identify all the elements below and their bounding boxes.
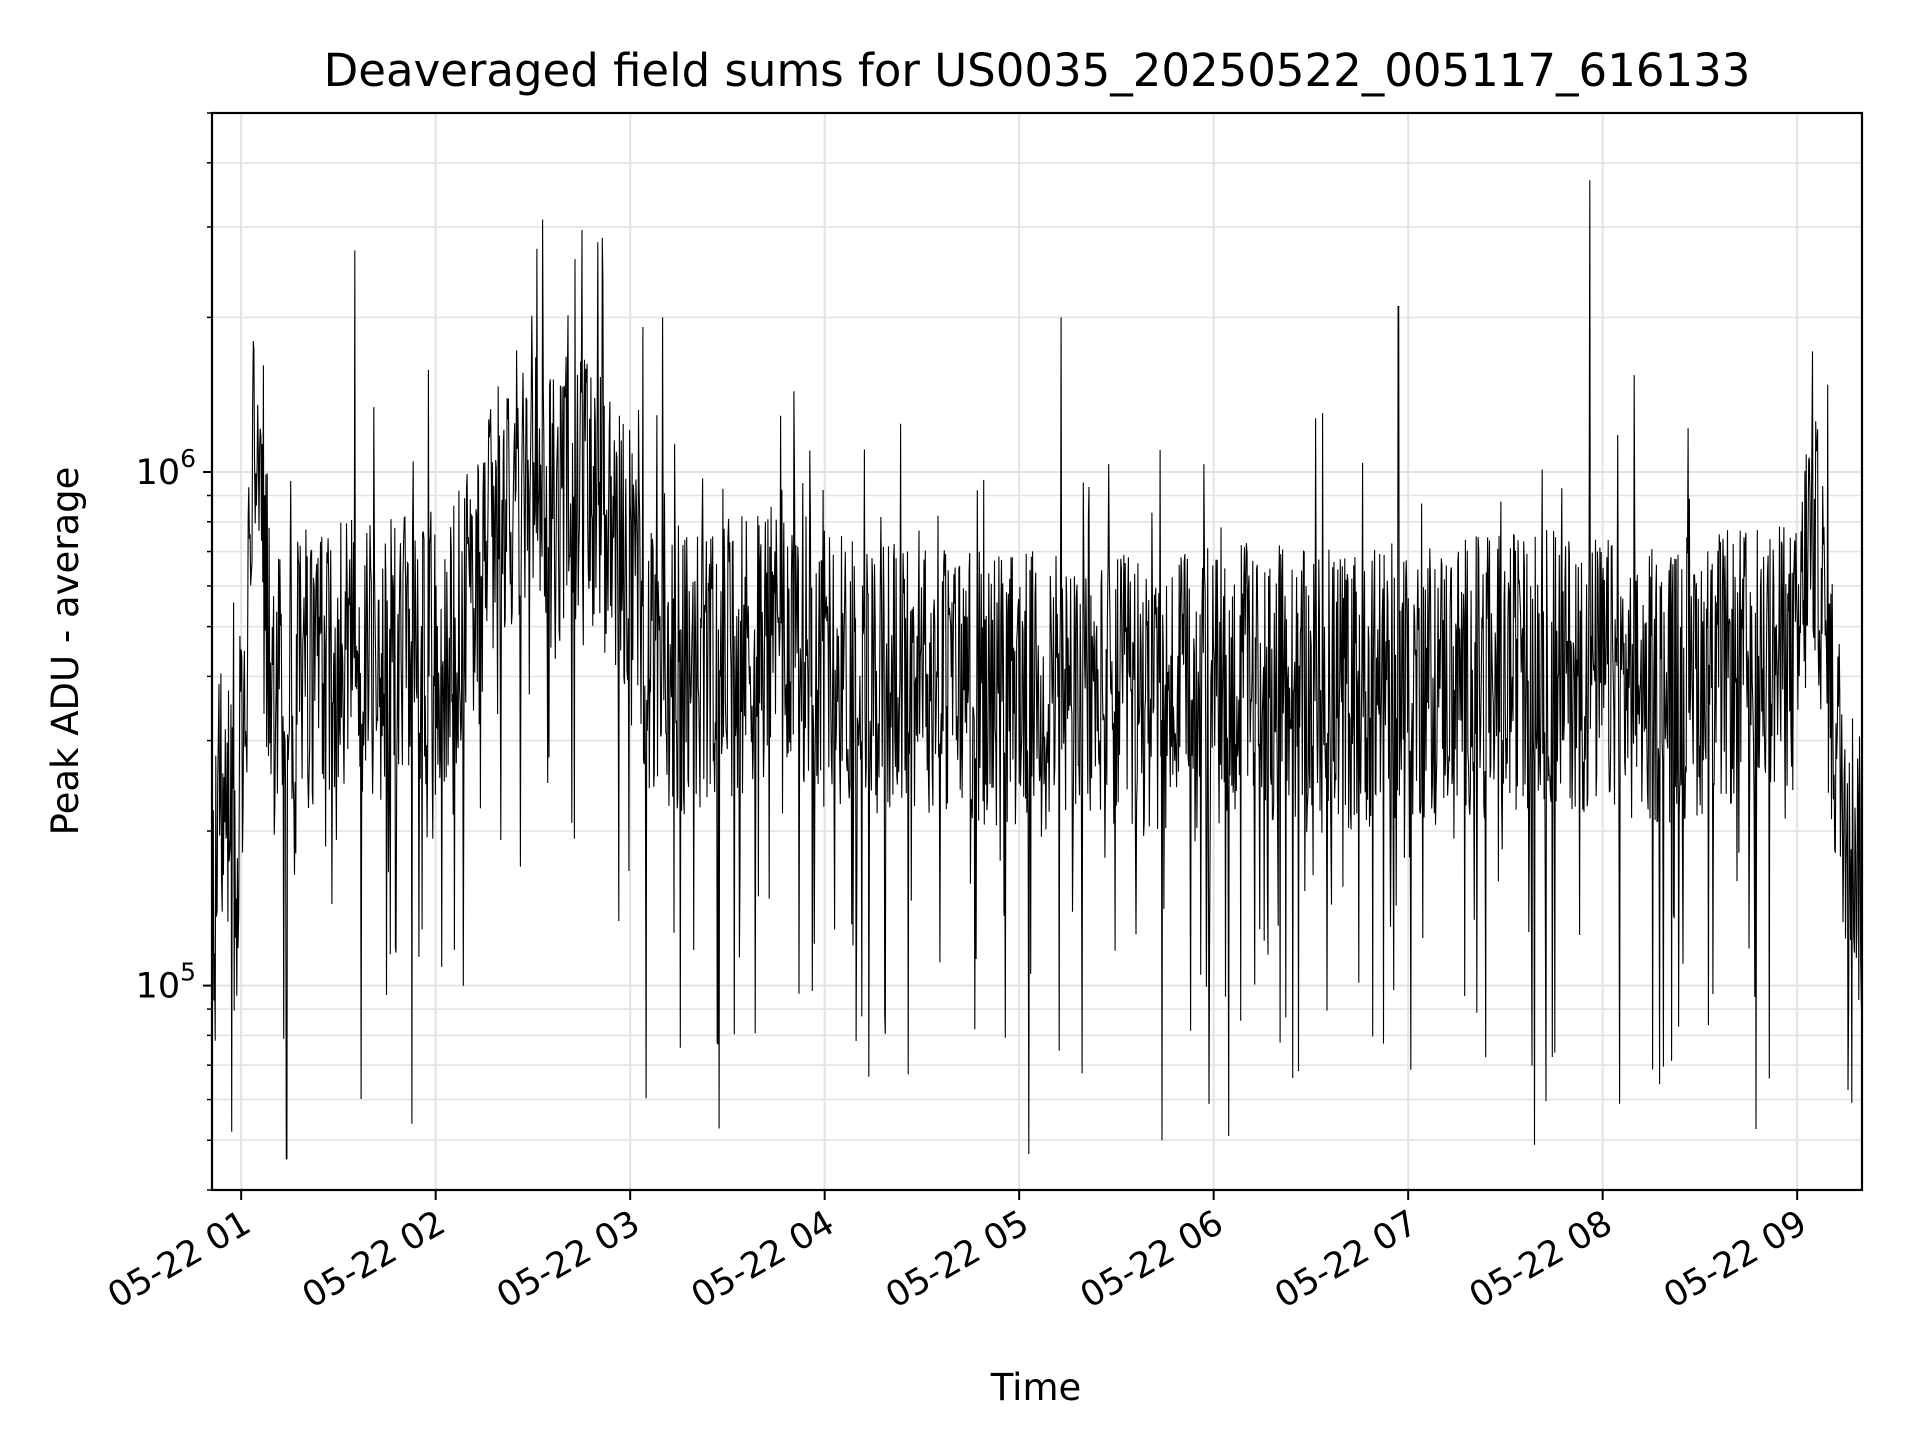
chart-title: Deaveraged field sums for US0035_2025052… xyxy=(324,44,1751,97)
x-axis-label: Time xyxy=(990,1366,1082,1409)
series-line xyxy=(211,180,1863,1164)
y-tick-label: 105 xyxy=(136,958,196,1007)
y-axis-label: Peak ADU - average xyxy=(44,467,87,836)
plot-frame xyxy=(210,111,1864,1192)
y-tick-label-base: 10 xyxy=(136,967,181,1007)
y-tick-label: 106 xyxy=(136,444,196,493)
series-line-group xyxy=(211,180,1863,1164)
y-tick-label-exponent: 5 xyxy=(180,958,196,987)
y-tick-label-base: 10 xyxy=(136,453,181,493)
y-tick-label-exponent: 6 xyxy=(180,444,196,473)
